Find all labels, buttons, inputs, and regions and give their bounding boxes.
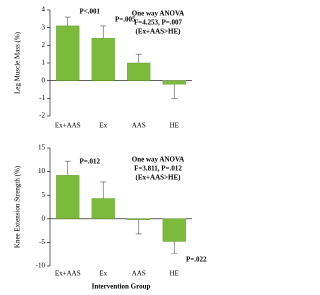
x-tick-label: HE xyxy=(170,270,179,278)
annotation: P<.001 xyxy=(79,8,100,16)
error-bar xyxy=(100,25,107,39)
bar xyxy=(91,198,115,219)
y-tick-label: -10 xyxy=(36,262,46,270)
y-tick-label: 0 xyxy=(42,214,46,222)
y-tick-label: 10 xyxy=(38,167,46,175)
error-bar xyxy=(64,16,71,26)
error-bar xyxy=(171,241,178,254)
bar xyxy=(162,218,186,242)
error-bar xyxy=(135,219,142,235)
bar xyxy=(127,218,151,220)
y-tick-label: 4 xyxy=(42,6,46,14)
y-tick-label: -1 xyxy=(39,94,45,102)
y-tick-label: 3 xyxy=(42,23,46,31)
annotation: One way ANOVA xyxy=(132,10,184,18)
x-tick-label: Ex+AAS xyxy=(55,122,81,130)
bar xyxy=(127,62,151,81)
bar xyxy=(56,175,80,220)
annotation: F=3.811, P=.012 xyxy=(134,165,182,173)
y-tick-label: 15 xyxy=(38,144,46,152)
x-tick-label: Ex xyxy=(99,270,107,278)
bar xyxy=(56,25,80,81)
y-tick-label: 2 xyxy=(42,41,46,49)
x-axis-label: Intervention Group xyxy=(92,283,151,291)
annotation: One way ANOVA xyxy=(132,156,184,164)
y-tick-label: 1 xyxy=(42,59,46,67)
y-tick-label: -5 xyxy=(39,238,45,246)
annotation: P=.022 xyxy=(186,256,207,264)
y-tick-label: 0 xyxy=(42,76,46,84)
x-tick-label: AAS xyxy=(132,122,146,130)
annotation: (Ex+AAS>HE) xyxy=(136,174,182,182)
error-bar xyxy=(100,181,107,199)
x-tick-label: HE xyxy=(170,122,179,130)
x-tick-label: Ex xyxy=(99,122,107,130)
bar xyxy=(162,80,186,85)
y-tick-label: 5 xyxy=(42,191,46,199)
error-bar xyxy=(171,84,178,99)
x-tick-label: Ex+AAS xyxy=(55,270,81,278)
x-tick-label: AAS xyxy=(132,270,146,278)
y-axis-label: Leg Muscle Mass (%) xyxy=(14,31,22,94)
annotation: (Ex+AAS>HE) xyxy=(136,28,182,36)
bar xyxy=(91,38,115,81)
y-axis-label: Knee Extension Strength (%) xyxy=(14,165,22,248)
error-bar xyxy=(64,160,71,176)
error-bar xyxy=(135,53,142,63)
annotation: P=.005 xyxy=(115,16,136,24)
annotation: P=.012 xyxy=(79,158,100,166)
annotation: F=4.253, P=.007 xyxy=(134,19,183,27)
y-tick-label: -2 xyxy=(39,112,45,120)
